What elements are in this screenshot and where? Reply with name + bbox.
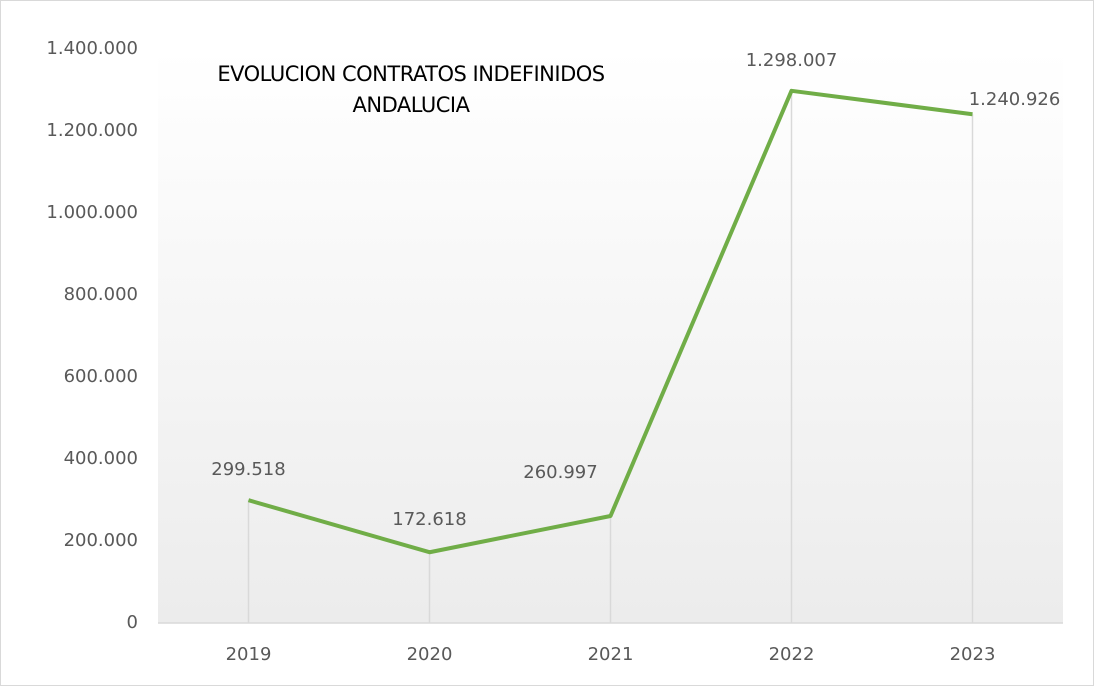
y-tick-label: 800.000 (64, 284, 138, 305)
x-tick-label: 2020 (407, 644, 453, 665)
x-tick-label: 2021 (588, 644, 634, 665)
y-tick-label: 1.200.000 (46, 120, 138, 141)
x-tick-label: 2019 (226, 644, 272, 665)
data-label: 1.240.926 (969, 89, 1061, 110)
data-label: 299.518 (211, 459, 285, 480)
data-label: 1.298.007 (746, 50, 838, 71)
chart-title: EVOLUCION CONTRATOS INDEFINIDOS (217, 62, 604, 86)
data-label: 172.618 (392, 509, 466, 530)
y-tick-label: 1.400.000 (46, 38, 138, 59)
series-line (247, 88, 973, 555)
x-tick-label: 2023 (950, 644, 996, 665)
y-tick-label: 0 (127, 612, 138, 633)
data-label: 260.997 (523, 462, 597, 483)
y-tick-label: 200.000 (64, 530, 138, 551)
y-tick-label: 400.000 (64, 448, 138, 469)
x-tick-label: 2022 (769, 644, 815, 665)
y-tick-label: 1.000.000 (46, 202, 138, 223)
y-tick-label: 600.000 (64, 366, 138, 387)
chart-title: ANDALUCIA (353, 93, 471, 117)
